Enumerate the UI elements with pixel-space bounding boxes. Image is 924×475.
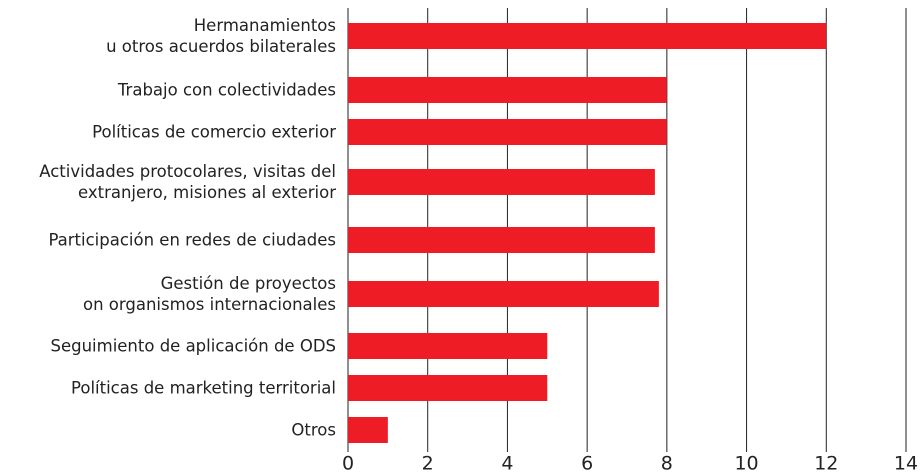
category-label: Actividades protocolares, visitas del ex… [39,162,336,202]
category-label: Gestión de proyectos on organismos inter… [83,274,336,314]
bar [348,23,827,49]
x-tick-label: 2 [422,453,434,475]
x-tick-label: 10 [734,453,758,475]
category-label: Políticas de comercio exterior [92,122,336,142]
bar [348,333,548,359]
x-tick-label: 8 [661,453,673,475]
category-label: Participación en redes de ciudades [48,230,336,250]
x-tick-label: 6 [581,453,593,475]
category-label: Trabajo con colectividades [117,80,336,100]
bar [348,281,659,307]
x-tick-label: 14 [894,453,918,475]
category-label: Hermanamientos u otros acuerdos bilatera… [106,16,336,56]
bar [348,417,388,443]
category-label: Seguimiento de aplicación de ODS [50,336,336,356]
bar [348,77,667,103]
category-label: Otros [291,420,336,440]
bar [348,169,655,195]
x-tick-label: 12 [814,453,838,475]
x-tick-label: 4 [501,453,513,475]
x-tick-label: 0 [342,453,354,475]
bar [348,227,655,253]
bar [348,375,548,401]
category-label: Políticas de marketing territorial [71,378,336,398]
bar [348,119,667,145]
